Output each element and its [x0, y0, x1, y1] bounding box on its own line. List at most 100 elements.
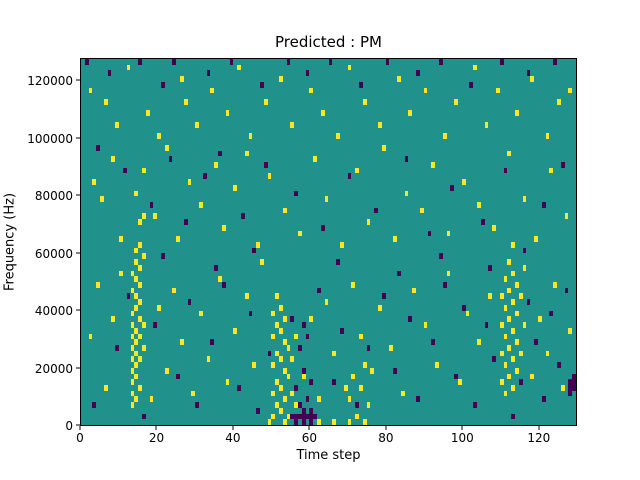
heatmap-cell [347, 396, 352, 403]
heatmap-cell [180, 339, 184, 345]
heatmap-cell [279, 76, 283, 82]
heatmap-cell [259, 81, 264, 88]
heatmap-cell [286, 373, 291, 380]
heatmap-cell [366, 219, 371, 225]
heatmap-cell [279, 304, 283, 311]
heatmap-cell [408, 316, 413, 323]
heatmap-cell [130, 333, 135, 340]
heatmap-cell [141, 413, 146, 420]
heatmap-cell [214, 264, 219, 271]
heatmap-cell [153, 322, 158, 328]
heatmap-cell [393, 367, 398, 374]
heatmap-cell [355, 402, 359, 408]
heatmap-cell [138, 316, 142, 323]
heatmap-cell [503, 390, 508, 397]
heatmap-cell [324, 299, 329, 305]
heatmap-cell [88, 87, 93, 94]
heatmap-cell [389, 344, 394, 351]
heatmap-cell [404, 156, 409, 162]
heatmap-cell [149, 201, 154, 208]
heatmap-cell [511, 327, 516, 334]
heatmap-cell [138, 264, 142, 271]
heatmap-cell [282, 316, 287, 323]
heatmap-cell [301, 413, 306, 420]
heatmap-cell [244, 293, 249, 300]
heatmap-cell [130, 310, 135, 317]
heatmap-cell [549, 310, 554, 317]
heatmap-cell [195, 402, 200, 408]
heatmap-cell [298, 344, 302, 351]
heatmap-cell [149, 396, 154, 403]
heatmap-cell [515, 310, 519, 317]
heatmap-cell [229, 59, 234, 65]
heatmap-cell [317, 419, 321, 425]
heatmap-cell [427, 230, 432, 237]
heatmap-cell [282, 396, 287, 403]
x-tick-label: 0 [76, 431, 84, 445]
heatmap-cell [518, 293, 523, 300]
x-tick-label: 60 [301, 431, 318, 445]
heatmap-cell [160, 253, 165, 260]
heatmap-cell [522, 264, 527, 271]
heatmap-cell [400, 390, 405, 397]
heatmap-cell [119, 270, 123, 277]
heatmap-cell [499, 59, 504, 65]
heatmap-cell [275, 293, 279, 300]
heatmap-cell [275, 322, 279, 328]
heatmap-cell [294, 402, 299, 408]
heatmap-cell [206, 70, 211, 77]
heatmap-cell [100, 196, 104, 202]
heatmap-cell [397, 76, 401, 82]
heatmap-cell [141, 322, 146, 328]
heatmap-cell [138, 219, 142, 225]
heatmap-cell [347, 419, 352, 425]
y-tick-mark [76, 79, 80, 81]
heatmap-cell [499, 350, 504, 357]
heatmap-cell [568, 384, 573, 391]
heatmap-cell [362, 419, 367, 425]
heatmap-cell [499, 293, 504, 300]
heatmap-cell [134, 247, 139, 254]
heatmap-cell [130, 367, 135, 374]
heatmap-cell [530, 373, 535, 380]
heatmap-cell [518, 379, 523, 385]
heatmap-cell [256, 407, 260, 414]
heatmap-cell [138, 384, 142, 391]
plot-wrap: 0 20 40 60 80 100 120 0 20000 40000 60000 80000 100… [27, 58, 577, 444]
heatmap-cell [248, 310, 253, 317]
heatmap-cell [282, 367, 287, 374]
heatmap-cell [294, 413, 299, 420]
heatmap-cell [355, 413, 359, 420]
heatmap-cell [473, 402, 477, 408]
heatmap-cell [477, 339, 481, 345]
heatmap-cell [138, 59, 142, 65]
heatmap-cell [541, 396, 546, 403]
heatmap-cell [256, 242, 260, 248]
heatmap-cell [233, 184, 238, 191]
heatmap-cell [88, 333, 93, 340]
heatmap-cell [271, 390, 276, 397]
heatmap-cell [134, 190, 139, 197]
x-tick-label: 100 [450, 431, 474, 445]
heatmap-cell [332, 419, 337, 425]
heatmap-cell [461, 304, 466, 311]
heatmap-cell [534, 236, 538, 242]
heatmap-cell [275, 379, 279, 385]
heatmap-cell [320, 110, 325, 117]
heatmap-cell [130, 287, 135, 294]
heatmap-cell [522, 322, 527, 328]
heatmap-cell [290, 356, 295, 363]
heatmap-cell [218, 276, 222, 283]
heatmap-cell [431, 339, 436, 345]
heatmap-cell [488, 293, 493, 300]
heatmap-cell [309, 407, 314, 414]
heatmap-cell [503, 362, 508, 368]
heatmap-cell [511, 356, 516, 363]
heatmap-cell [294, 190, 299, 197]
heatmap-cell [290, 390, 295, 397]
heatmap-cell [271, 413, 276, 420]
heatmap-cell [301, 367, 306, 374]
heatmap-cell [507, 316, 512, 323]
heatmap-cell [511, 384, 516, 391]
heatmap-cell [164, 367, 169, 374]
